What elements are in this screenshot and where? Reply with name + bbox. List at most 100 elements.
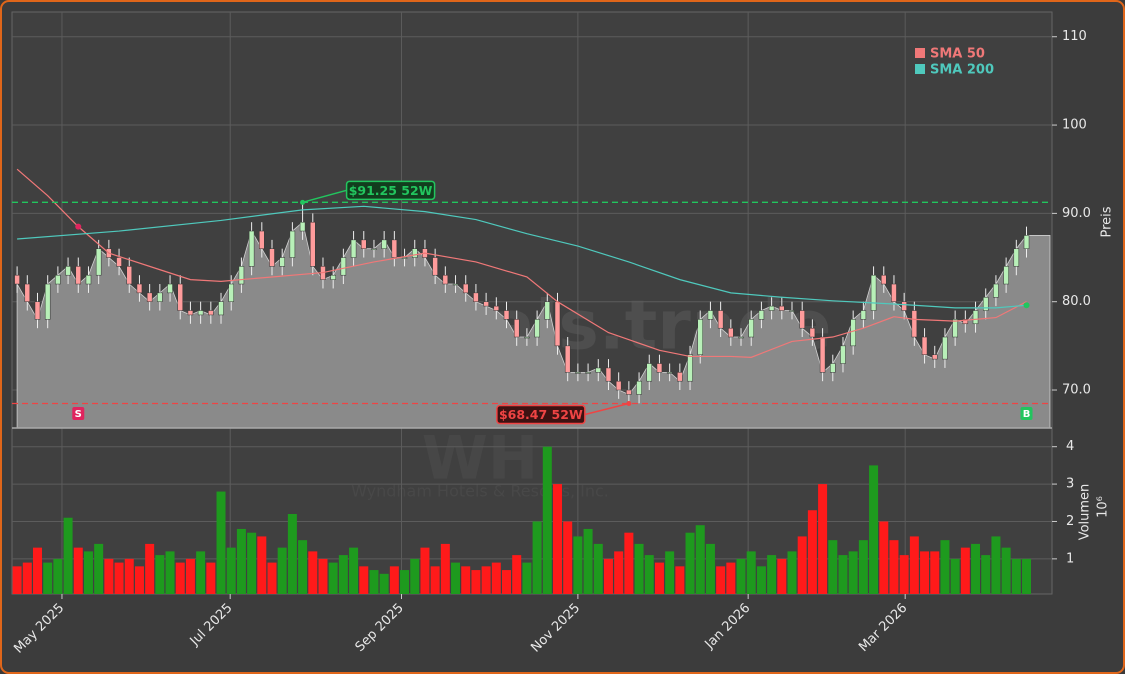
candle-body bbox=[126, 266, 133, 285]
candle-body bbox=[534, 319, 540, 338]
volume-bar bbox=[338, 555, 348, 594]
candle-body bbox=[340, 257, 347, 276]
volume-bar bbox=[185, 558, 195, 594]
volume-tick-label: 1 bbox=[1066, 551, 1074, 566]
candle-body bbox=[259, 230, 265, 249]
signal-label: B bbox=[1023, 409, 1031, 420]
volume-bar bbox=[94, 543, 104, 594]
volume-bar bbox=[532, 521, 542, 594]
volume-axis-label: Volumen bbox=[1078, 484, 1093, 541]
volume-bar bbox=[614, 551, 624, 594]
candle-body bbox=[840, 345, 846, 364]
candle-body bbox=[371, 248, 377, 250]
candle-body bbox=[717, 310, 724, 329]
y-tick-label: 70.0 bbox=[1062, 383, 1091, 398]
volume-tick-label: 2 bbox=[1066, 514, 1074, 529]
candle-body bbox=[595, 367, 602, 373]
volume-bar bbox=[828, 540, 838, 594]
candle-body bbox=[891, 283, 897, 302]
candle-body bbox=[850, 319, 856, 347]
candle-body bbox=[860, 310, 867, 320]
legend-swatch bbox=[915, 64, 925, 74]
volume-bar bbox=[440, 543, 450, 594]
candle-body bbox=[116, 257, 122, 267]
volume-bar bbox=[379, 573, 389, 594]
volume-bar bbox=[542, 446, 552, 594]
candle-body bbox=[238, 266, 245, 285]
candle-body bbox=[982, 297, 989, 311]
volume-bar bbox=[654, 562, 664, 594]
volume-bar bbox=[552, 484, 562, 594]
candle-body bbox=[952, 319, 958, 338]
volume-bar bbox=[950, 558, 960, 594]
volume-bar bbox=[930, 551, 940, 594]
volume-bar bbox=[971, 543, 981, 594]
candle-body bbox=[677, 372, 683, 382]
volume-bar bbox=[277, 547, 287, 594]
candle-body bbox=[789, 310, 795, 312]
candle-body bbox=[554, 301, 561, 347]
candle-body bbox=[707, 310, 714, 320]
volume-bar bbox=[746, 551, 756, 594]
candle-body bbox=[870, 274, 877, 311]
signal-marker bbox=[72, 407, 85, 420]
volume-tick-label: 3 bbox=[1066, 477, 1074, 492]
volume-bar bbox=[83, 551, 93, 594]
volume-bar bbox=[940, 540, 950, 594]
legend-label: SMA 50 bbox=[930, 47, 985, 62]
candle-body bbox=[513, 319, 520, 338]
signal-dot bbox=[75, 223, 82, 230]
volume-bar bbox=[410, 558, 420, 594]
volume-bar bbox=[991, 536, 1001, 594]
volume-bar bbox=[869, 465, 879, 594]
candle-body bbox=[972, 310, 979, 325]
candle-body bbox=[666, 372, 673, 374]
candle-body bbox=[962, 319, 969, 325]
volume-bar bbox=[12, 566, 22, 594]
candle-body bbox=[544, 301, 551, 320]
volume-bar bbox=[920, 551, 930, 594]
volume-bar bbox=[267, 562, 277, 594]
volume-bar bbox=[236, 528, 246, 594]
candle-body bbox=[615, 380, 622, 391]
volume-bar bbox=[359, 566, 369, 594]
volume-bar bbox=[134, 566, 144, 594]
annotation-arrow bbox=[302, 189, 347, 204]
candle-body bbox=[738, 336, 744, 339]
volume-bar bbox=[512, 555, 522, 594]
volume-bar bbox=[777, 558, 787, 594]
volume-bar bbox=[328, 562, 338, 594]
candle-body bbox=[187, 310, 194, 316]
volume-bar bbox=[685, 532, 695, 594]
volume-bar bbox=[257, 536, 267, 594]
candle-body bbox=[656, 363, 663, 373]
volume-bar bbox=[420, 547, 430, 594]
annotation-label: $91.25 52W bbox=[349, 183, 433, 198]
volume-bar bbox=[858, 540, 868, 594]
volume-bar bbox=[593, 543, 603, 594]
volume-bar bbox=[349, 547, 359, 594]
volume-bar bbox=[1011, 558, 1021, 594]
y-tick-label: 110 bbox=[1062, 29, 1087, 44]
volume-bar bbox=[899, 555, 909, 594]
y-tick-label: 90.0 bbox=[1062, 206, 1091, 221]
candle-body bbox=[401, 257, 408, 259]
volume-bar bbox=[145, 543, 155, 594]
volume-bar bbox=[726, 562, 736, 594]
candle-body bbox=[993, 283, 999, 298]
candle-body bbox=[462, 283, 469, 294]
candle-body bbox=[911, 310, 918, 338]
candle-body bbox=[432, 257, 438, 276]
candle-body bbox=[473, 292, 479, 302]
volume-bar bbox=[787, 551, 797, 594]
volume-bar bbox=[848, 551, 858, 594]
candle-body bbox=[146, 292, 153, 302]
volume-bar bbox=[665, 551, 675, 594]
candle-body bbox=[269, 248, 275, 267]
volume-bar bbox=[165, 551, 175, 594]
candle-body bbox=[411, 248, 418, 258]
volume-bar bbox=[155, 555, 165, 594]
volume-bar bbox=[53, 558, 63, 594]
y-tick-label: 80.0 bbox=[1062, 294, 1091, 309]
volume-bar bbox=[1022, 558, 1032, 594]
